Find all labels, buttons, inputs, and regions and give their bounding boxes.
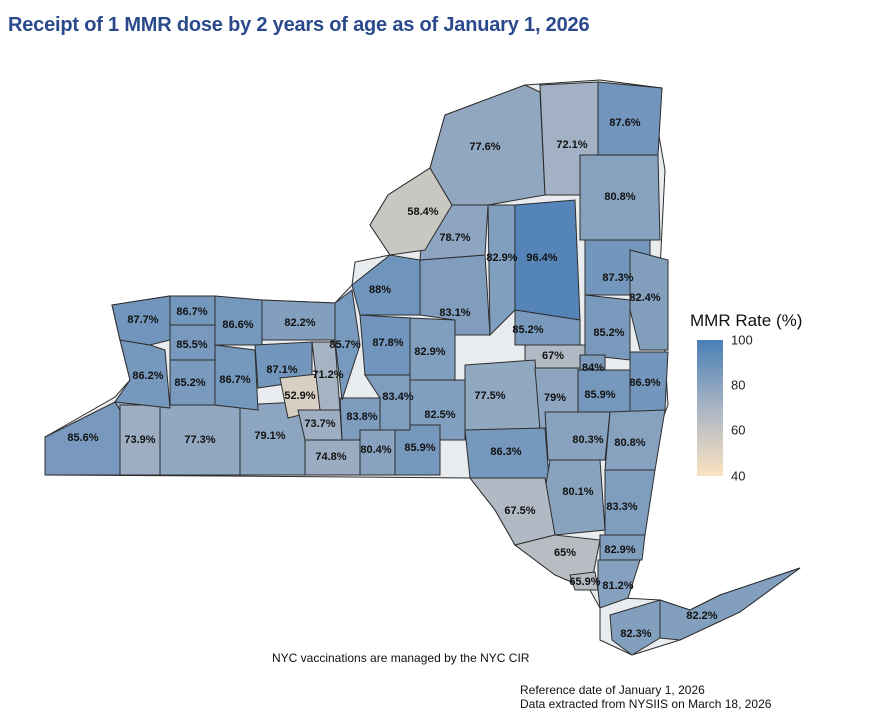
county-label-steuben: 79.1% — [254, 430, 285, 442]
county-suffolk — [659, 567, 801, 641]
county-label-livingston: 86.7% — [219, 374, 250, 386]
county-label-madison: 82.9% — [414, 346, 445, 358]
county-label-oswego: 88% — [369, 284, 391, 296]
county-label-erie: 86.2% — [132, 370, 163, 382]
county-label-orleans: 86.7% — [176, 306, 207, 318]
county-livingston — [214, 344, 259, 411]
county-label-tompkins: 83.8% — [346, 411, 377, 423]
county-label-rensselaer: 86.9% — [629, 377, 660, 389]
legend-color-bar — [697, 340, 723, 476]
county-label-st-lawrence: 77.6% — [469, 141, 500, 153]
county-label-lewis: 78.7% — [439, 232, 470, 244]
county-label-franklin: 72.1% — [556, 139, 587, 151]
county-label-nassau: 82.3% — [620, 628, 651, 640]
county-label-broome: 85.9% — [404, 442, 435, 454]
county-westchester — [597, 559, 641, 609]
county-label-ulster: 80.1% — [562, 486, 593, 498]
county-label-allegany: 77.3% — [184, 434, 215, 446]
county-label-cayuga: 85.7% — [329, 339, 360, 351]
county-label-onondaga: 87.8% — [372, 337, 403, 349]
county-label-hamilton: 96.4% — [526, 252, 557, 264]
county-putnam — [599, 534, 646, 561]
county-label-warren: 87.3% — [602, 272, 633, 284]
county-label-chenango: 82.5% — [424, 409, 455, 421]
county-label-yates: 52.9% — [284, 390, 315, 402]
county-label-dutchess: 83.3% — [606, 501, 637, 513]
legend-tick-40: 40 — [731, 468, 746, 484]
county-label-tioga: 80.4% — [360, 444, 391, 456]
county-label-orange: 65% — [554, 547, 576, 559]
data-extracted: Data extracted from NYSIIS on March 18, … — [520, 697, 772, 711]
county-label-albany: 85.9% — [584, 389, 615, 401]
county-label-columbia: 80.8% — [614, 437, 645, 449]
county-label-oneida: 83.1% — [439, 307, 470, 319]
county-label-clinton: 87.6% — [609, 117, 640, 129]
reference-date: Reference date of January 1, 2026 — [520, 683, 705, 697]
county-label-westchester: 81.2% — [602, 580, 633, 592]
legend-title: MMR Rate (%) — [690, 311, 803, 330]
county-label-fulton: 85.2% — [512, 324, 543, 336]
county-label-cortland: 83.4% — [382, 391, 413, 403]
nyc-note: NYC vaccinations are managed by the NYC … — [272, 651, 530, 665]
legend-tick-60: 60 — [731, 422, 746, 438]
county-label-sullivan: 67.5% — [504, 505, 535, 517]
county-label-schuyler: 73.7% — [304, 418, 335, 430]
county-label-chautauqua: 85.6% — [67, 432, 98, 444]
county-label-greene: 80.3% — [572, 434, 603, 446]
county-cortland — [364, 374, 411, 431]
county-label-delaware: 86.3% — [490, 446, 521, 458]
county-label-otsego: 77.5% — [474, 390, 505, 402]
county-label-putnam: 82.9% — [604, 544, 635, 556]
county-label-essex: 80.8% — [604, 191, 635, 203]
county-niagara — [111, 295, 171, 346]
county-label-monroe: 86.6% — [222, 319, 253, 331]
county-label-wyoming: 85.2% — [174, 377, 205, 389]
county-label-jefferson: 58.4% — [407, 206, 438, 218]
county-label-cattaraugus: 73.9% — [124, 434, 155, 446]
county-label-washington: 82.4% — [629, 292, 660, 304]
county-label-wayne: 82.2% — [284, 317, 315, 329]
county-label-herkimer: 82.9% — [486, 252, 517, 264]
county-label-ontario: 87.1% — [266, 364, 297, 376]
county-greene — [544, 411, 611, 461]
legend-tick-100: 100 — [731, 332, 753, 348]
map-title: Receipt of 1 MMR dose by 2 years of age … — [8, 14, 590, 36]
county-label-schoharie: 79% — [544, 392, 566, 404]
county-label-saratoga: 85.2% — [593, 327, 624, 339]
county-cayuga — [334, 289, 361, 401]
county-label-suffolk: 82.2% — [686, 610, 717, 622]
county-essex — [579, 154, 661, 241]
county-label-chemung: 74.8% — [315, 451, 346, 463]
county-label-montgomery: 67% — [542, 350, 564, 362]
county-label-rockland: 65.9% — [569, 576, 600, 588]
county-label-genesee: 85.5% — [176, 339, 207, 351]
legend-tick-80: 80 — [731, 377, 746, 393]
county-label-niagara: 87.7% — [127, 314, 158, 326]
county-nassau — [609, 599, 661, 656]
county-label-schenectady: 84% — [582, 362, 604, 374]
county-label-seneca: 71.2% — [312, 369, 343, 381]
